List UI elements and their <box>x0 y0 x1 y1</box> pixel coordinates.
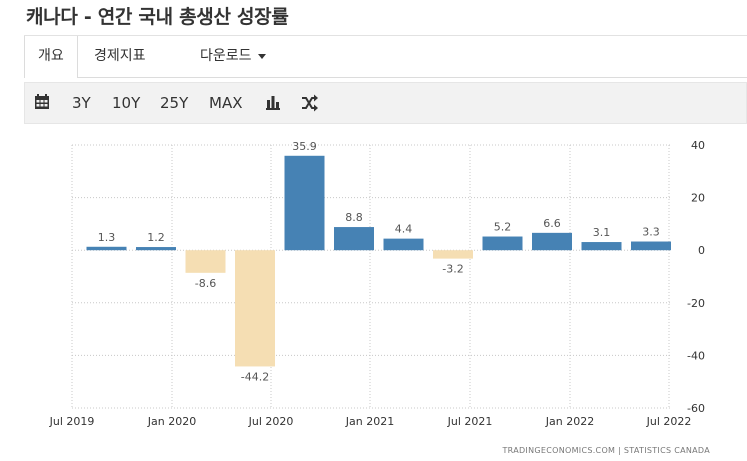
range-max-button[interactable]: MAX <box>209 94 243 112</box>
bar <box>482 236 523 251</box>
data-label: 3.3 <box>642 226 660 239</box>
bar <box>581 242 622 251</box>
bar <box>86 246 127 251</box>
y-tick-label: -40 <box>687 349 705 362</box>
bar <box>136 247 176 251</box>
data-label: -8.6 <box>195 277 216 290</box>
x-tick-label: Jul 2019 <box>49 415 95 428</box>
page-title: 캐나다 - 연간 국내 총생산 성장률 <box>26 6 289 28</box>
bar <box>631 241 671 251</box>
bar <box>334 227 374 251</box>
bar <box>235 250 275 367</box>
tab-download[interactable]: 다운로드 <box>200 36 266 77</box>
range-10y-button[interactable]: 10Y <box>112 94 141 112</box>
x-tick-label: Jan 2021 <box>345 415 394 428</box>
chart-type-button[interactable] <box>265 83 281 123</box>
data-label: 8.8 <box>345 211 363 224</box>
calendar-button[interactable] <box>34 83 50 123</box>
y-tick-label: 0 <box>698 244 705 257</box>
data-label: -44.2 <box>241 370 269 383</box>
data-label: 1.3 <box>98 231 116 244</box>
bar <box>383 238 424 251</box>
calendar-icon <box>35 94 49 109</box>
x-tick-label: Jan 2022 <box>545 415 594 428</box>
y-tick-label: 20 <box>691 192 705 205</box>
tab-indicators[interactable]: 경제지표 <box>94 48 146 64</box>
caret-down-icon <box>257 53 266 59</box>
data-label: -3.2 <box>442 263 463 276</box>
chart-toolbar: 3Y 10Y 25Y MAX <box>24 82 747 124</box>
shuffle-icon <box>302 94 318 112</box>
bar <box>284 155 325 251</box>
chart-credits: TRADINGECONOMICS.COM | STATISTICS CANADA <box>501 446 710 455</box>
y-tick-label: -20 <box>687 297 705 310</box>
data-label: 6.6 <box>543 217 561 230</box>
tab-download-label: 다운로드 <box>200 48 252 64</box>
y-tick-label: -60 <box>687 402 705 415</box>
bar-chart-icon <box>266 96 280 110</box>
x-tick-label: Jan 2020 <box>147 415 196 428</box>
y-tick-label: 40 <box>691 139 705 152</box>
compare-button[interactable] <box>301 83 319 123</box>
data-label: 35.9 <box>292 140 317 153</box>
tab-bar: 개요 경제지표 다운로드 <box>24 35 747 78</box>
bar <box>532 232 572 251</box>
data-label: 1.2 <box>147 231 165 244</box>
x-tick-label: Jul 2020 <box>248 415 294 428</box>
bar <box>433 250 473 259</box>
bar <box>185 250 226 273</box>
range-3y-button[interactable]: 3Y <box>72 94 91 112</box>
data-label: 5.2 <box>494 221 512 234</box>
x-tick-label: Jul 2021 <box>447 415 493 428</box>
range-25y-button[interactable]: 25Y <box>160 94 189 112</box>
tab-overview[interactable]: 개요 <box>24 36 78 78</box>
x-tick-label: Jul 2022 <box>646 415 692 428</box>
data-label: 4.4 <box>395 223 413 236</box>
data-label: 3.1 <box>593 226 611 239</box>
